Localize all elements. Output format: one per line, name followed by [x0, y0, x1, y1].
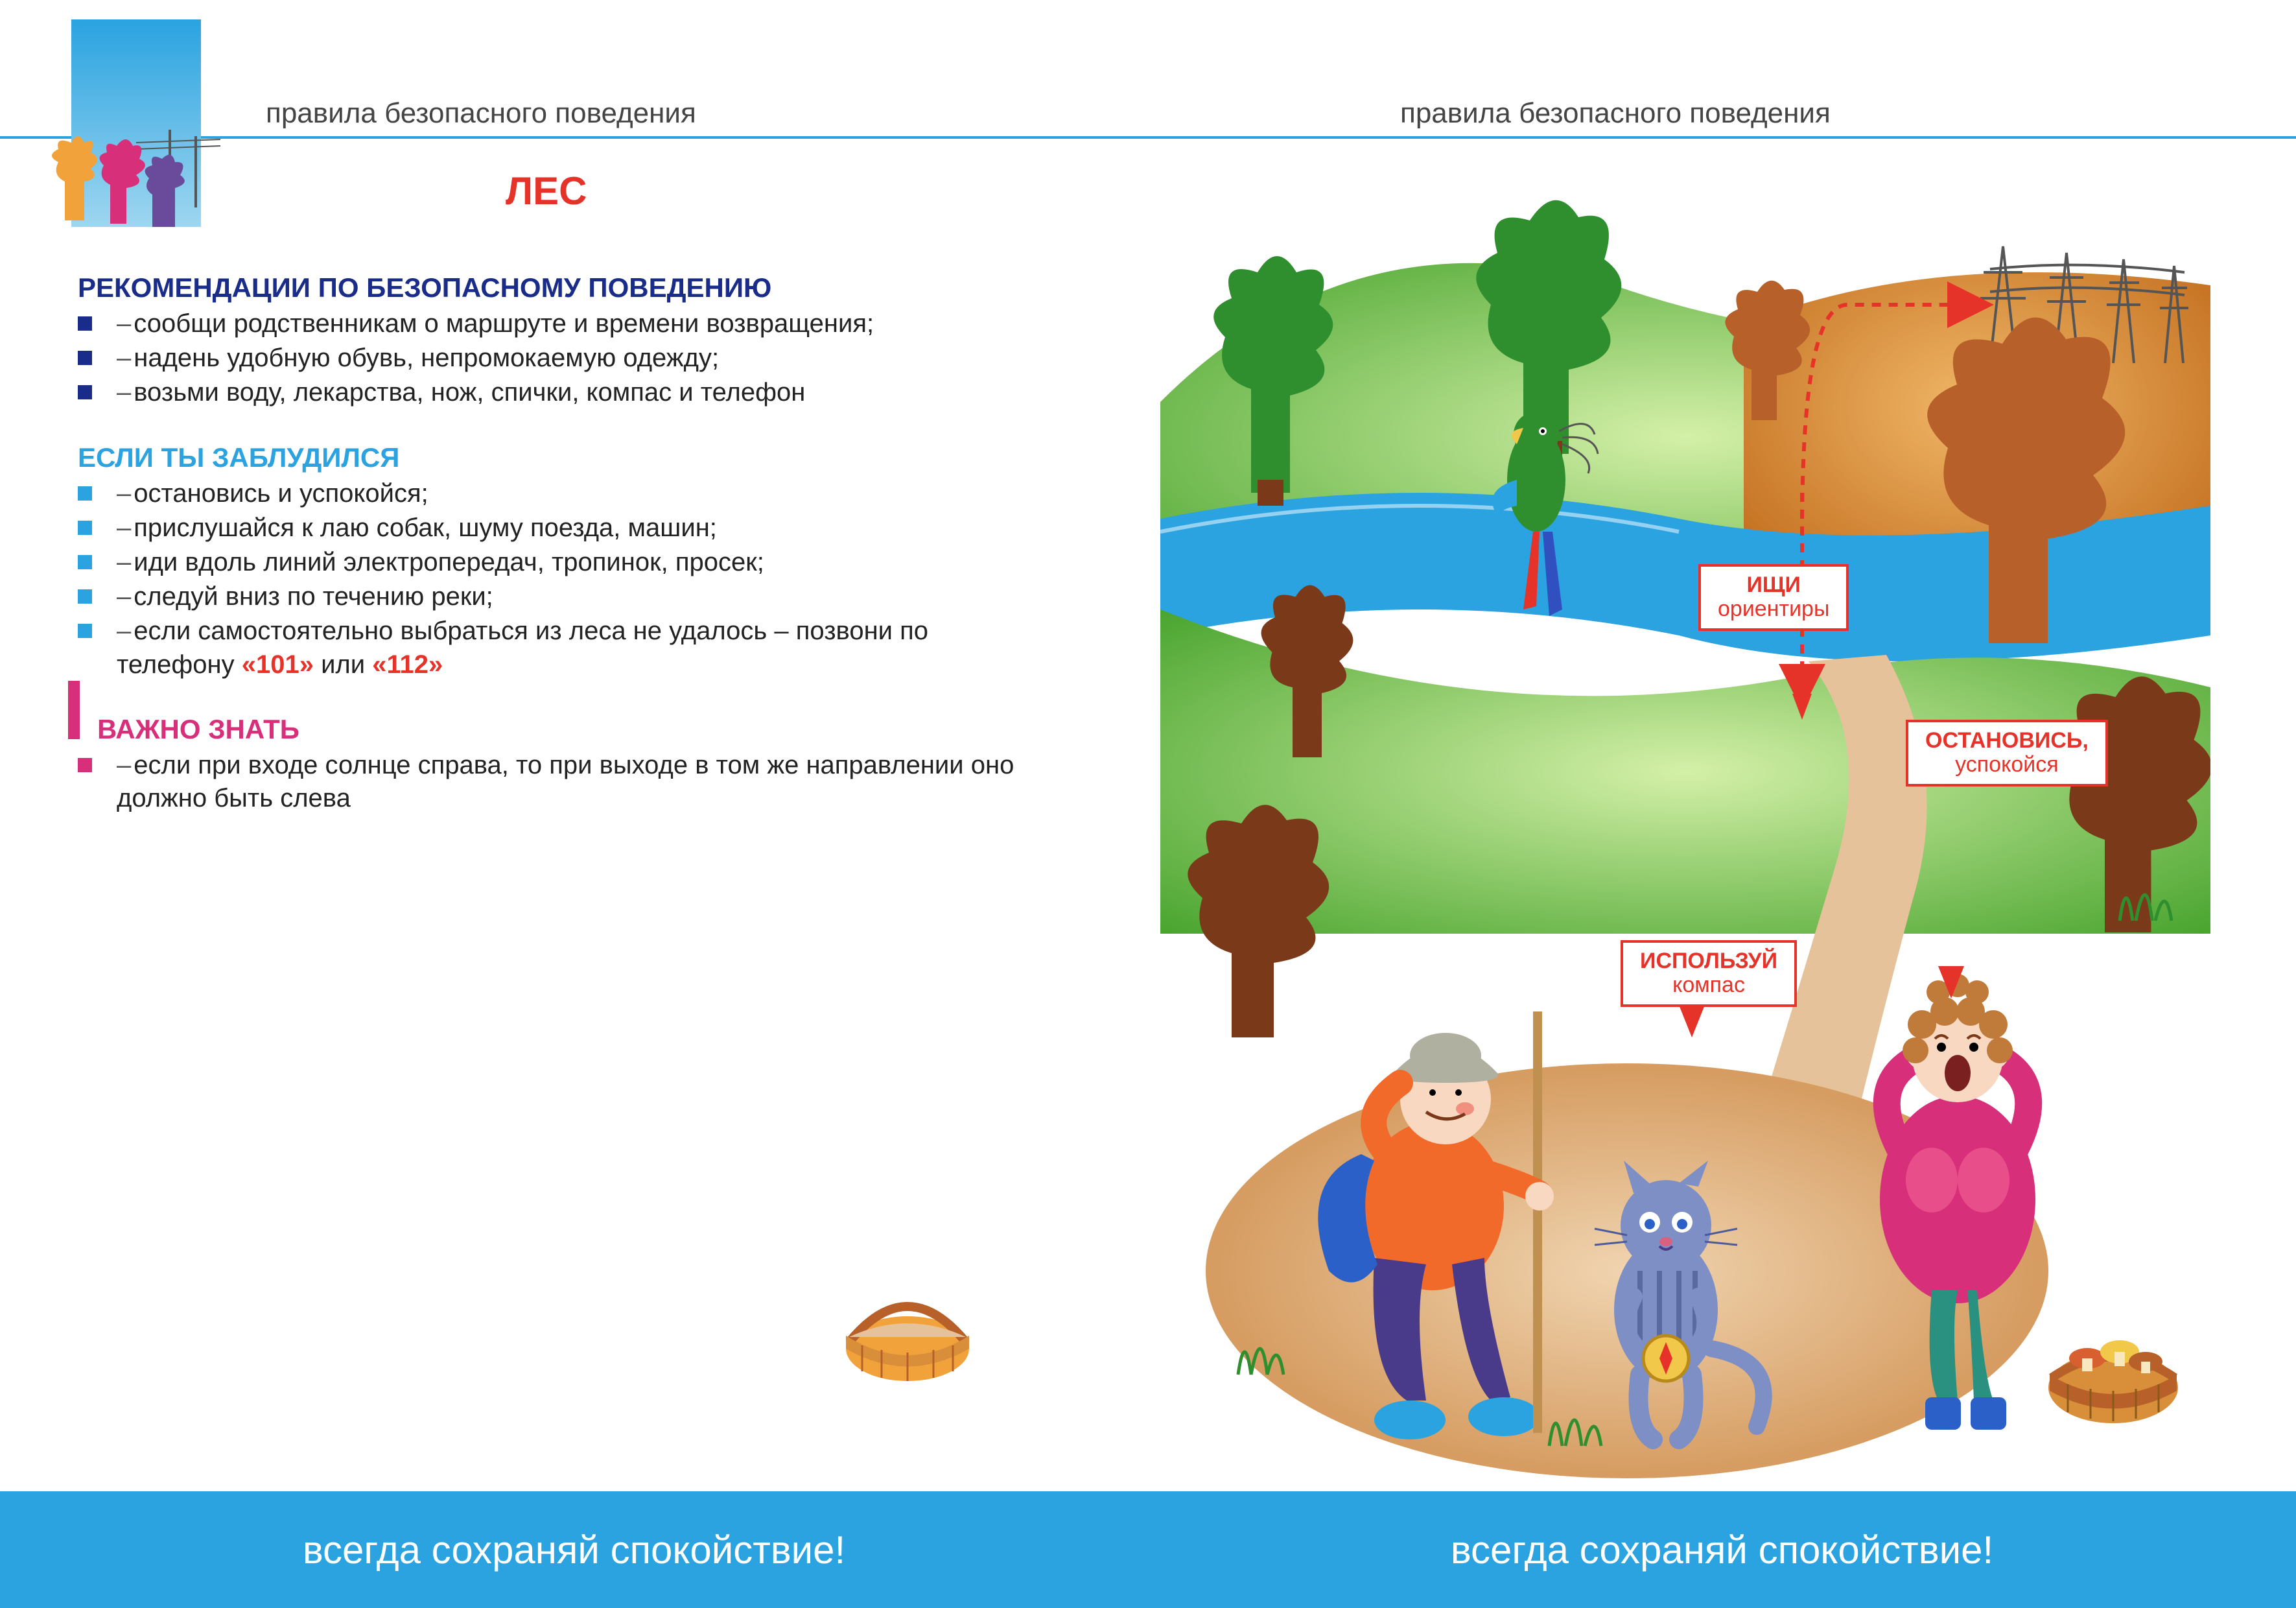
- callout-seek: ИЩИ ориентиры: [1698, 564, 1849, 631]
- list-item: –остановись и успокойся;: [78, 477, 1018, 510]
- list-item: –сообщи родственникам о маршруте и време…: [78, 307, 1018, 340]
- header-rule: [0, 136, 2296, 139]
- mushroom-basket-icon: [2048, 1340, 2178, 1423]
- recommend-list: –сообщи родственникам о маршруте и време…: [78, 307, 1018, 410]
- page-title: ЛЕС: [506, 169, 587, 213]
- footer-bar: всегда сохраняй спокойствие! всегда сохр…: [0, 1491, 2296, 1608]
- lost-list: –остановись и успокойся; –прислушайся к …: [78, 477, 1018, 681]
- header-right-text: правила безопасного поведения: [1400, 97, 1831, 130]
- list-text: остановись и успокойся;: [134, 479, 428, 508]
- logo-illustration: [39, 123, 227, 233]
- list-item: –прислушайся к лаю собак, шуму поезда, м…: [78, 512, 1018, 545]
- phone-101: «101»: [242, 650, 314, 679]
- important-bar: [68, 681, 80, 739]
- callout-sub: компас: [1640, 973, 1777, 997]
- list-text: следуй вниз по течению реки;: [134, 582, 493, 611]
- or-text: или: [314, 650, 372, 679]
- callout-sub: ориентиры: [1718, 597, 1829, 621]
- forest-illustration: [1160, 156, 2210, 1478]
- footer-right: всегда сохраняй спокойствие!: [1148, 1491, 2296, 1608]
- list-text: надень удобную обувь, непромокаемую одеж…: [134, 344, 719, 372]
- list-item: –иди вдоль линий электропередач, тропино…: [78, 546, 1018, 579]
- callout-use: ИСПОЛЬЗУЙ компас: [1621, 940, 1797, 1007]
- content-column: РЕКОМЕНДАЦИИ ПО БЕЗОПАСНОМУ ПОВЕДЕНИЮ –с…: [78, 272, 1018, 847]
- header-left-text: правила безопасного поведения: [266, 97, 696, 130]
- section-title-recommend: РЕКОМЕНДАЦИИ ПО БЕЗОПАСНОМУ ПОВЕДЕНИЮ: [78, 272, 1018, 303]
- section-title-lost: ЕСЛИ ТЫ ЗАБЛУДИЛСЯ: [78, 442, 1018, 473]
- section-title-important: ВАЖНО ЗНАТЬ: [78, 714, 1018, 745]
- callout-title: ИСПОЛЬЗУЙ: [1640, 949, 1777, 973]
- callout-title: ИЩИ: [1718, 573, 1829, 597]
- basket-icon: [830, 1245, 985, 1388]
- list-item: –если самостоятельно выбраться из леса н…: [78, 615, 1018, 681]
- list-text: возьми воду, лекарства, нож, спички, ком…: [134, 378, 805, 407]
- callout-title: ОСТАНОВИСЬ,: [1925, 729, 2089, 753]
- list-text: если самостоятельно выбраться из леса не…: [117, 617, 928, 678]
- list-item: –если при входе солнце справа, то при вы…: [78, 749, 1018, 815]
- callout-stop: ОСТАНОВИСЬ, успокойся: [1906, 720, 2108, 786]
- list-item: –надень удобную обувь, непромокаемую оде…: [78, 342, 1018, 375]
- footer-left: всегда сохраняй спокойствие!: [0, 1491, 1148, 1608]
- list-item: –следуй вниз по течению реки;: [78, 580, 1018, 613]
- list-text: прислушайся к лаю собак, шуму поезда, ма…: [134, 514, 717, 542]
- list-item: –возьми воду, лекарства, нож, спички, ко…: [78, 376, 1018, 409]
- important-list: –если при входе солнце справа, то при вы…: [78, 749, 1018, 815]
- list-text: сообщи родственникам о маршруте и времен…: [134, 309, 874, 338]
- list-text: если при входе солнце справа, то при вых…: [117, 751, 1014, 812]
- phone-112: «112»: [372, 650, 443, 679]
- list-text: иди вдоль линий электропередач, тропинок…: [134, 548, 764, 576]
- callout-sub: успокойся: [1925, 753, 2089, 777]
